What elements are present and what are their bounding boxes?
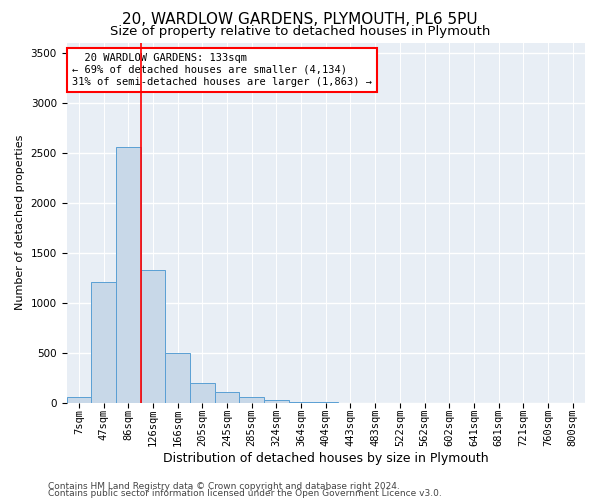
Bar: [239, 397, 264, 402]
Bar: [264, 400, 289, 402]
Bar: [140, 270, 165, 402]
Y-axis label: Number of detached properties: Number of detached properties: [15, 135, 25, 310]
Text: 20, WARDLOW GARDENS, PLYMOUTH, PL6 5PU: 20, WARDLOW GARDENS, PLYMOUTH, PL6 5PU: [122, 12, 478, 28]
X-axis label: Distribution of detached houses by size in Plymouth: Distribution of detached houses by size …: [163, 452, 488, 465]
Bar: [67, 397, 91, 402]
Bar: [91, 282, 116, 403]
Text: Contains public sector information licensed under the Open Government Licence v3: Contains public sector information licen…: [48, 490, 442, 498]
Text: Contains HM Land Registry data © Crown copyright and database right 2024.: Contains HM Land Registry data © Crown c…: [48, 482, 400, 491]
Bar: [215, 392, 239, 402]
Bar: [165, 352, 190, 403]
Bar: [190, 383, 215, 402]
Text: 20 WARDLOW GARDENS: 133sqm
← 69% of detached houses are smaller (4,134)
31% of s: 20 WARDLOW GARDENS: 133sqm ← 69% of deta…: [72, 54, 372, 86]
Bar: [116, 146, 140, 402]
Text: Size of property relative to detached houses in Plymouth: Size of property relative to detached ho…: [110, 25, 490, 38]
